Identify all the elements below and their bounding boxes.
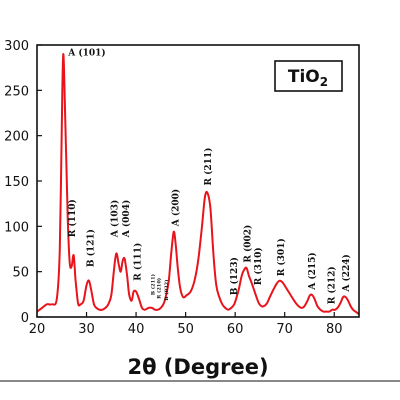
series-line	[36, 53, 360, 316]
legend-subscript: 2	[320, 75, 328, 89]
peak-label: R (212)	[327, 266, 338, 304]
legend-label: TiO2	[288, 67, 328, 89]
y-tick-label: 200	[4, 130, 29, 145]
x-axis-ticks: 20 30 40 50 60 70 80	[29, 312, 343, 337]
peak-label: A (004)	[121, 200, 132, 238]
x-tick-label: 40	[128, 322, 145, 337]
y-tick-label: 50	[12, 266, 29, 281]
peak-label: B (121)	[86, 229, 97, 267]
peak-label: R (310)	[253, 247, 264, 285]
x-axis-label-prefix: 2	[127, 355, 142, 379]
x-tick-label: 20	[29, 322, 46, 337]
peak-label: A (215)	[307, 252, 318, 290]
y-tick-label: 150	[4, 175, 29, 190]
legend-box: TiO2	[274, 60, 343, 92]
y-tick-label: 100	[4, 220, 29, 235]
y-tick-label: 300	[4, 39, 29, 54]
x-tick-label: 60	[227, 322, 244, 337]
peak-label: A (200)	[171, 189, 182, 227]
peak-label: R (111)	[133, 243, 144, 281]
x-tick-label: 30	[78, 322, 95, 337]
peak-label: R (110)	[67, 199, 78, 237]
x-axis-label: 2θ (Degree)	[127, 355, 268, 379]
x-tick-label: 70	[276, 322, 293, 337]
peak-label: A (103)	[109, 200, 120, 238]
x-tick-label: 80	[326, 322, 343, 337]
x-axis-label-theta: θ	[142, 355, 156, 379]
peak-label: R (301)	[276, 238, 287, 276]
x-axis-label-rest: (Degree)	[157, 355, 269, 379]
y-tick-label: 0	[21, 311, 29, 326]
y-axis-ticks: 0 50 100 150 200 250 300	[4, 39, 42, 326]
x-tick-label: 50	[177, 322, 194, 337]
legend-frame	[274, 60, 343, 92]
peak-label: A (101)	[67, 48, 105, 59]
peak-label: R (211)	[203, 148, 214, 186]
peak-label: A (224)	[341, 254, 352, 292]
y-tick-label: 250	[4, 84, 29, 99]
plot-frame	[36, 44, 360, 318]
legend-main: TiO	[288, 67, 320, 87]
peak-label: R (002)	[243, 225, 254, 263]
peak-annotations: A (101) R (110) B (121) A (103) A (004)R (11…	[67, 48, 352, 305]
peak-label: B (123)	[229, 257, 240, 295]
peak-label: B (032)	[163, 280, 170, 301]
peak-label: R (210)	[155, 278, 162, 299]
peak-label: B (211)	[149, 274, 156, 295]
